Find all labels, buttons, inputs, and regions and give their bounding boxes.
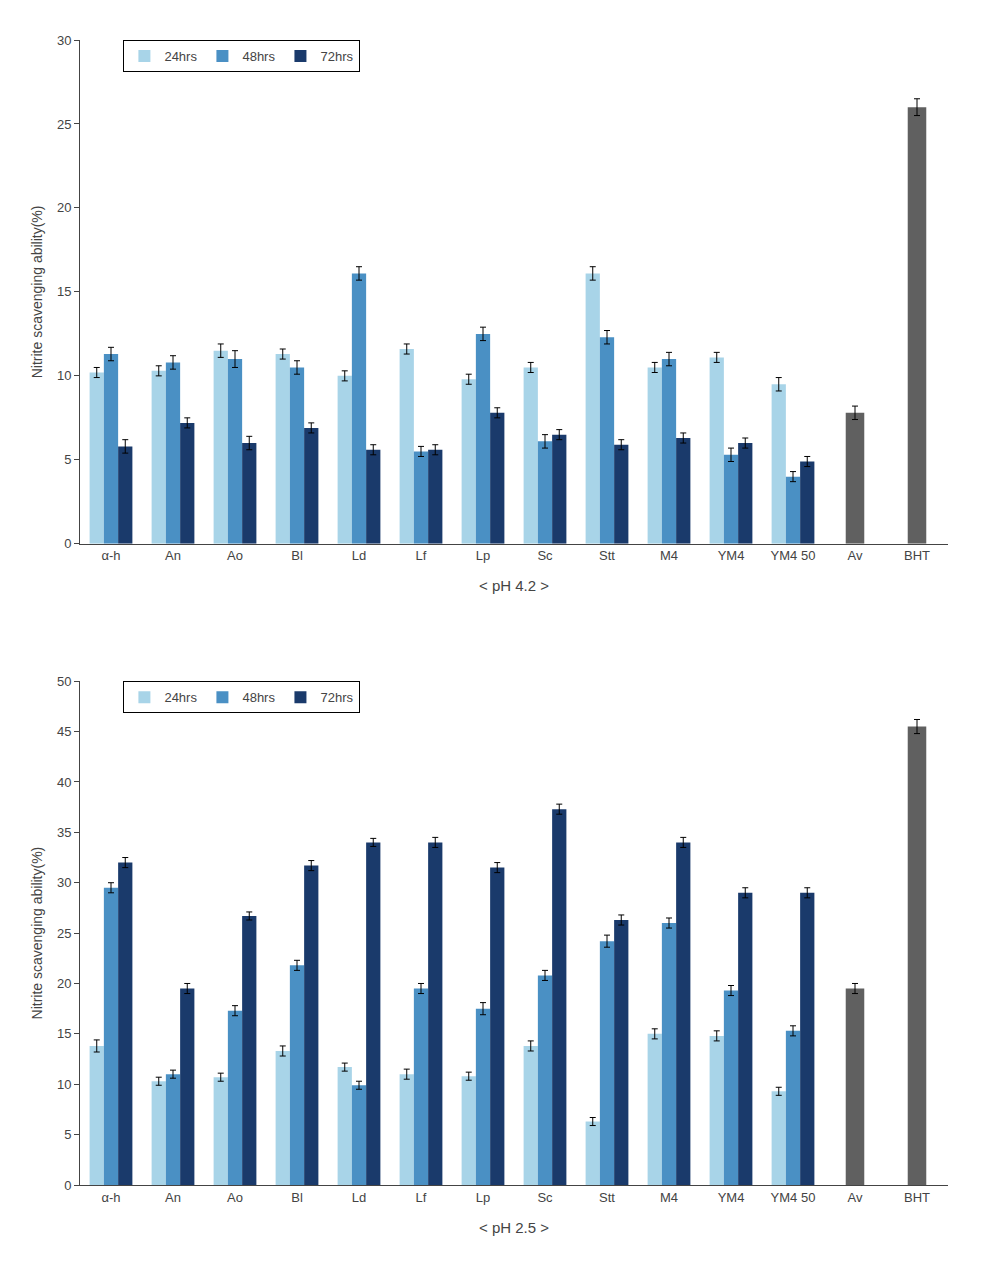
svg-text:50: 50 [57, 674, 71, 689]
svg-text:Bl: Bl [291, 548, 303, 563]
svg-text:YM4 50: YM4 50 [771, 548, 816, 563]
svg-text:Nitrite scavenging ability(%): Nitrite scavenging ability(%) [29, 206, 45, 379]
svg-text:YM4: YM4 [718, 548, 745, 563]
svg-text:15: 15 [57, 1026, 71, 1041]
svg-text:M4: M4 [660, 1190, 678, 1205]
svg-text:Av: Av [848, 1190, 863, 1205]
svg-text:15: 15 [57, 284, 71, 299]
svg-text:0: 0 [64, 1178, 71, 1193]
svg-text:Lp: Lp [476, 548, 490, 563]
svg-text:Stt: Stt [599, 1190, 615, 1205]
svg-text:Av: Av [848, 548, 863, 563]
svg-text:Stt: Stt [599, 548, 615, 563]
svg-text:< pH 4.2 >: < pH 4.2 > [479, 577, 549, 594]
svg-text:25: 25 [57, 926, 71, 941]
svg-text:5: 5 [64, 452, 71, 467]
svg-text:72hrs: 72hrs [320, 49, 353, 64]
svg-text:35: 35 [57, 825, 71, 840]
svg-text:25: 25 [57, 117, 71, 132]
svg-text:10: 10 [57, 1077, 71, 1092]
svg-text:< pH 2.5 >: < pH 2.5 > [479, 1219, 549, 1236]
svg-text:M4: M4 [660, 548, 678, 563]
svg-text:40: 40 [57, 775, 71, 790]
svg-text:Lf: Lf [416, 1190, 427, 1205]
svg-text:An: An [165, 1190, 181, 1205]
svg-text:24hrs: 24hrs [164, 690, 197, 705]
svg-text:20: 20 [57, 200, 71, 215]
svg-text:BHT: BHT [904, 548, 930, 563]
svg-text:Lp: Lp [476, 1190, 490, 1205]
svg-text:BHT: BHT [904, 1190, 930, 1205]
svg-text:α-h: α-h [101, 548, 120, 563]
svg-text:YM4 50: YM4 50 [771, 1190, 816, 1205]
svg-text:Ld: Ld [352, 548, 366, 563]
svg-text:24hrs: 24hrs [164, 49, 197, 64]
svg-text:45: 45 [57, 724, 71, 739]
svg-text:Sc: Sc [537, 548, 553, 563]
svg-text:YM4: YM4 [718, 1190, 745, 1205]
svg-text:Sc: Sc [537, 1190, 553, 1205]
svg-text:0: 0 [64, 536, 71, 551]
svg-text:10: 10 [57, 368, 71, 383]
svg-text:Bl: Bl [291, 1190, 303, 1205]
svg-text:Ao: Ao [227, 548, 243, 563]
svg-text:72hrs: 72hrs [320, 690, 353, 705]
svg-text:Nitrite scavenging ability(%): Nitrite scavenging ability(%) [29, 847, 45, 1020]
svg-text:48hrs: 48hrs [242, 49, 275, 64]
svg-text:α-h: α-h [101, 1190, 120, 1205]
svg-text:48hrs: 48hrs [242, 690, 275, 705]
svg-text:30: 30 [57, 875, 71, 890]
svg-text:An: An [165, 548, 181, 563]
svg-text:Lf: Lf [416, 548, 427, 563]
svg-text:5: 5 [64, 1127, 71, 1142]
svg-text:30: 30 [57, 33, 71, 48]
svg-text:Ld: Ld [352, 1190, 366, 1205]
svg-text:20: 20 [57, 976, 71, 991]
svg-text:Ao: Ao [227, 1190, 243, 1205]
